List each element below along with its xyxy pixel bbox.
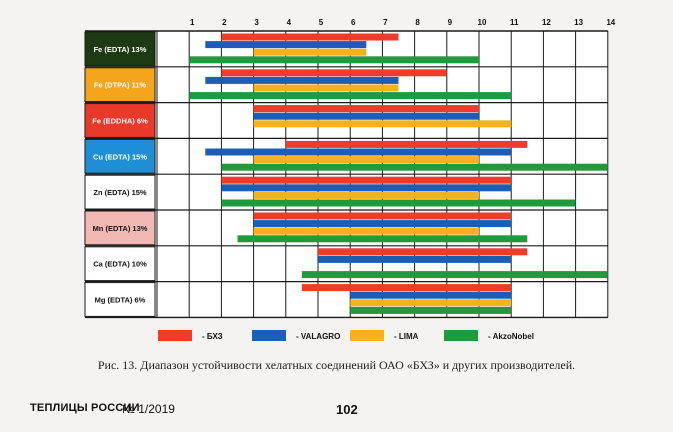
category-label-box: [84, 103, 156, 138]
category-label: Fe (EDTA) 13%: [94, 45, 147, 54]
chart-bars: [189, 33, 608, 314]
x-tick-label: 2: [222, 18, 227, 27]
bar-valagro: [205, 148, 512, 156]
category-label: Fe (DTPA) 11%: [94, 81, 147, 90]
category-label: Fe (EDDHA) 6%: [92, 117, 148, 126]
bar-valagro: [205, 41, 367, 49]
bar-akzonobel: [350, 306, 512, 314]
page-number: 102: [336, 402, 358, 417]
issue-number: № 1/2019: [122, 402, 175, 416]
bar-lima: [253, 84, 399, 92]
category-label-box: [84, 31, 156, 67]
x-tick-label: 4: [287, 18, 292, 27]
legend-swatch: [158, 330, 192, 341]
category-labels: Fe (EDTA) 13% Fe (DTPA) 11% Fe (EDDHA) 6% C…: [84, 31, 156, 317]
bar-lima: [253, 120, 512, 128]
bar-бхз: [253, 105, 479, 113]
bar-бхз: [253, 212, 512, 220]
x-tick-label: 10: [478, 18, 487, 27]
bar-бхз: [221, 176, 512, 184]
bar-lima: [253, 191, 479, 199]
category-label: Cu (EDTA) 15%: [93, 152, 147, 161]
category-label: Mn (EDTA) 13%: [93, 224, 148, 233]
category-label: Ca (EDTA) 10%: [93, 260, 147, 269]
legend-swatch: [252, 330, 286, 341]
chelate-stability-chart: Fe (EDTA) 13% Fe (DTPA) 11% Fe (EDDHA) 6% C…: [84, 18, 616, 341]
bar-valagro: [205, 76, 399, 84]
bar-lima: [253, 227, 479, 235]
x-tick-label: 9: [448, 18, 453, 27]
bar-valagro: [318, 255, 512, 263]
bar-valagro: [221, 184, 512, 192]
x-axis-ticks: 1 2 3 4 5 6 7 8 9 10 11 12 13 14: [190, 18, 616, 27]
x-tick-label: 12: [542, 18, 551, 27]
bar-valagro: [253, 220, 512, 228]
bar-valagro: [350, 291, 512, 299]
x-tick-label: 6: [351, 18, 356, 27]
magazine-title: ТЕПЛИЦЫ РОССИИ: [30, 402, 140, 414]
bar-бхз: [221, 33, 399, 41]
x-tick-label: 8: [415, 18, 420, 27]
bar-lima: [253, 156, 479, 164]
x-tick-label: 13: [574, 18, 583, 27]
legend: - БХЗ - VALAGRO - LIMA - AkzoNobel: [158, 330, 534, 341]
bar-akzonobel: [221, 199, 576, 207]
legend-swatch: [350, 330, 384, 341]
legend-label: - БХЗ: [202, 332, 223, 341]
category-label: Mg (EDTA) 6%: [95, 296, 146, 305]
figure-caption: Рис. 13. Диапазон устойчивости хелатных …: [97, 358, 576, 372]
category-label-box: [84, 174, 156, 210]
bar-akzonobel: [221, 163, 608, 171]
bar-бхз: [318, 248, 528, 256]
category-label-box: [84, 210, 156, 246]
bar-akzonobel: [237, 235, 528, 243]
category-label-box: [84, 67, 156, 103]
category-label-box: [84, 282, 156, 317]
category-label-box: [84, 138, 156, 174]
x-tick-label: 3: [254, 18, 259, 27]
legend-label: - VALAGRO: [296, 332, 340, 341]
bar-бхз: [285, 140, 528, 148]
legend-label: - LIMA: [394, 332, 419, 341]
legend-swatch: [444, 330, 478, 341]
bar-akzonobel: [189, 56, 479, 64]
bar-lima: [350, 299, 512, 307]
bar-akzonobel: [189, 92, 512, 100]
bar-бхз: [221, 69, 447, 77]
category-label: Zn (EDTA) 15%: [93, 188, 147, 197]
bar-akzonobel: [301, 271, 608, 279]
x-tick-label: 1: [190, 18, 195, 27]
x-tick-label: 14: [606, 18, 615, 27]
x-tick-label: 11: [510, 18, 519, 27]
category-label-box: [84, 246, 156, 282]
bar-valagro: [253, 112, 479, 120]
x-tick-label: 5: [319, 18, 324, 27]
x-tick-label: 7: [383, 18, 388, 27]
legend-label: - AkzoNobel: [488, 332, 534, 341]
bar-бхз: [301, 284, 512, 292]
bar-lima: [253, 48, 367, 56]
